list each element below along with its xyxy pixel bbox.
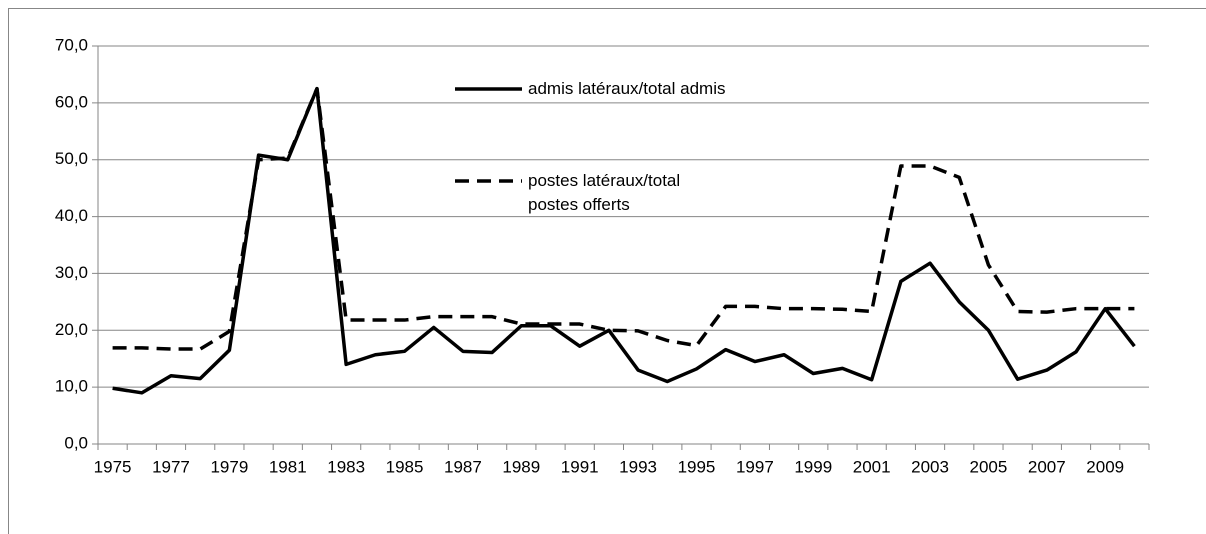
x-tick-label: 2001 (853, 457, 891, 476)
legend-label: admis latéraux/total admis (528, 79, 726, 98)
y-tick-label: 30,0 (55, 263, 88, 282)
x-tick-label: 1985 (386, 457, 424, 476)
y-tick-label: 60,0 (55, 92, 88, 111)
y-tick-label: 50,0 (55, 149, 88, 168)
x-tick-label: 1975 (94, 457, 132, 476)
y-tick-label: 20,0 (55, 320, 88, 339)
series-line (112, 86, 1135, 351)
legend-label: postes latéraux/total postes offerts (528, 171, 681, 214)
x-tick-label: 1981 (269, 457, 307, 476)
x-tick-label: 1979 (210, 457, 248, 476)
x-tick-label: 2009 (1086, 457, 1124, 476)
x-tick-label: 2007 (1028, 457, 1066, 476)
x-tick-label: 1977 (152, 457, 190, 476)
x-tick-label: 1989 (502, 457, 540, 476)
x-tick-label: 1999 (794, 457, 832, 476)
x-tick-label: 2005 (970, 457, 1008, 476)
x-tick-label: 1993 (619, 457, 657, 476)
chart-frame (8, 8, 1206, 534)
x-tick-label: 1987 (444, 457, 482, 476)
y-tick-label: 0,0 (64, 433, 88, 452)
y-tick-label: 40,0 (55, 206, 88, 225)
x-tick-label: 1995 (678, 457, 716, 476)
x-tick-label: 1983 (327, 457, 365, 476)
x-tick-label: 1997 (736, 457, 774, 476)
y-tick-label: 70,0 (55, 35, 88, 54)
x-tick-label: 2003 (911, 457, 949, 476)
y-tick-label: 10,0 (55, 377, 88, 396)
x-tick-label: 1991 (561, 457, 599, 476)
